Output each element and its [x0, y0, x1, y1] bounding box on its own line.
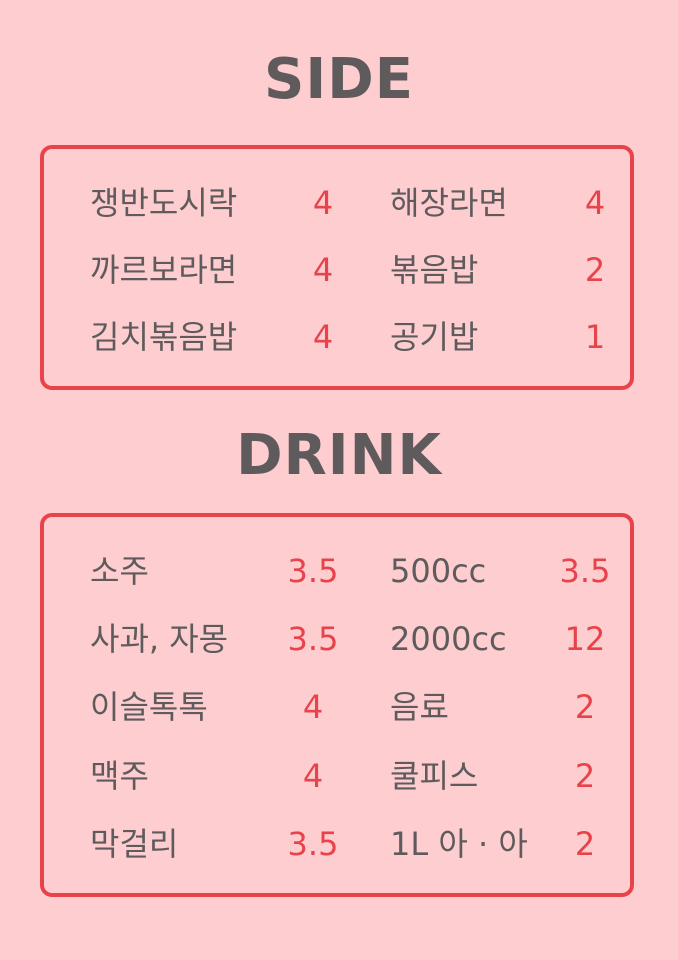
menu-item-name: 1L 아 · 아	[390, 825, 528, 863]
drink-section-title: DRINK	[236, 423, 442, 488]
menu-item-name: 소주	[90, 552, 149, 590]
menu-item-price: 4	[584, 184, 606, 222]
menu-item-name: 공기밥	[390, 318, 479, 356]
side-menu-box: 쟁반도시락 4 해장라면 4 까르보라면 4 볶음밥 2 김치볶음밥 4 공기밥…	[40, 145, 634, 390]
menu-item-price: 4	[302, 757, 324, 795]
menu-item-name: 까르보라면	[90, 251, 238, 289]
menu-item-price: 4	[302, 688, 324, 726]
menu-item-name: 해장라면	[390, 184, 508, 222]
menu-item-name: 쟁반도시락	[90, 184, 238, 222]
menu-item-name: 쿨피스	[390, 757, 479, 795]
menu-item-price: 4	[312, 184, 334, 222]
menu-item-price: 3.5	[559, 552, 611, 590]
menu-item-name: 막걸리	[90, 825, 179, 863]
menu-item-price: 2	[574, 825, 596, 863]
menu-item-price: 2	[574, 757, 596, 795]
menu-item-price: 4	[312, 318, 334, 356]
menu-item-name: 맥주	[90, 757, 149, 795]
menu-item-name: 사과, 자몽	[90, 620, 229, 658]
menu-item-name: 2000cc	[390, 620, 507, 658]
menu-item-price: 3.5	[287, 552, 339, 590]
menu-item-price: 3.5	[287, 825, 339, 863]
side-section-title: SIDE	[264, 47, 414, 112]
menu-item-name: 김치볶음밥	[90, 318, 238, 356]
menu-item-price: 12	[564, 620, 606, 658]
menu-item-price: 3.5	[287, 620, 339, 658]
menu-item-name: 볶음밥	[390, 251, 479, 289]
menu-item-price: 2	[574, 688, 596, 726]
menu-item-name: 음료	[390, 688, 449, 726]
menu-item-price: 1	[584, 318, 606, 356]
menu-item-name: 이슬톡톡	[90, 688, 208, 726]
menu-item-price: 4	[312, 251, 334, 289]
drink-menu-box: 소주 3.5 500cc 3.5 사과, 자몽 3.5 2000cc 12 이슬…	[40, 513, 634, 897]
menu-item-name: 500cc	[390, 552, 487, 590]
menu-item-price: 2	[584, 251, 606, 289]
